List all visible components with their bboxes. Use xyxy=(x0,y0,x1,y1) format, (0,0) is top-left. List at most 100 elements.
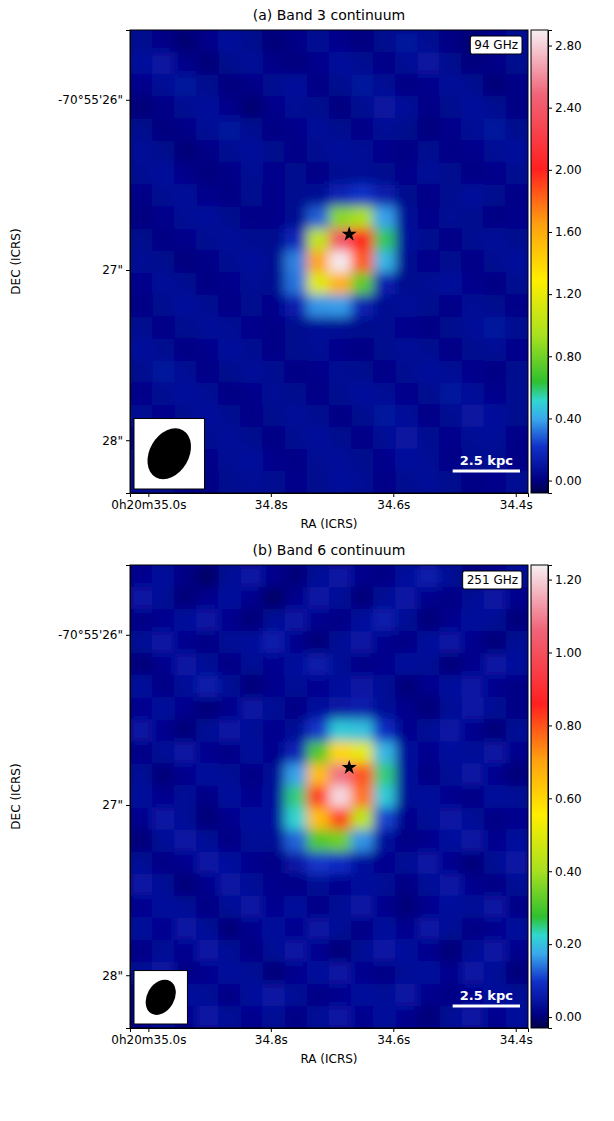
cell xyxy=(373,184,396,207)
cell xyxy=(373,852,396,875)
cell xyxy=(462,763,485,786)
cell xyxy=(462,74,485,97)
cell xyxy=(218,763,241,786)
cell xyxy=(440,295,463,318)
cell xyxy=(395,52,418,75)
cell xyxy=(462,918,485,941)
cell xyxy=(395,653,418,676)
cell xyxy=(484,697,507,720)
cell xyxy=(506,631,528,654)
cell xyxy=(506,852,528,875)
cell xyxy=(152,565,175,588)
cell xyxy=(263,741,286,764)
cell xyxy=(395,361,418,384)
cell xyxy=(196,719,219,742)
cell xyxy=(196,273,219,296)
tick-mark xyxy=(548,481,552,482)
tick-label: 2.80 xyxy=(555,39,582,53)
cell xyxy=(218,984,241,1007)
axis-line xyxy=(549,31,553,494)
cell xyxy=(329,1006,352,1028)
cell xyxy=(130,295,153,318)
cell xyxy=(484,830,507,853)
cell xyxy=(506,383,528,406)
tick-mark xyxy=(271,1028,272,1032)
cell xyxy=(373,74,396,97)
cell xyxy=(484,808,507,831)
cell xyxy=(329,383,352,406)
cell xyxy=(307,631,330,654)
cell xyxy=(218,250,241,273)
cell xyxy=(417,609,440,632)
cell xyxy=(263,30,286,53)
panel: 2.5 kpc94 GHz0h20m35.0s34.8s34.6s34.4s-7… xyxy=(9,0,582,533)
cell xyxy=(241,52,264,75)
image xyxy=(130,30,528,493)
cell xyxy=(130,206,153,229)
cell xyxy=(395,697,418,720)
cell xyxy=(329,317,352,340)
cell xyxy=(351,295,374,318)
cell xyxy=(196,162,219,185)
cell xyxy=(152,741,175,764)
cell xyxy=(285,587,308,610)
cell xyxy=(417,1006,440,1028)
cell xyxy=(440,184,463,207)
frequency-label: 251 GHz xyxy=(467,573,518,587)
cell xyxy=(130,118,153,141)
tick: 27" xyxy=(102,798,130,812)
cell xyxy=(329,427,352,450)
cell xyxy=(218,317,241,340)
cell xyxy=(440,118,463,141)
cell xyxy=(196,96,219,119)
tick-label: 34.4s xyxy=(500,498,533,512)
cell xyxy=(263,719,286,742)
cell xyxy=(395,471,418,493)
cell xyxy=(130,74,153,97)
cell xyxy=(174,295,197,318)
cell xyxy=(417,228,440,251)
cell xyxy=(307,339,330,362)
cell xyxy=(218,383,241,406)
cell xyxy=(196,228,219,251)
cell xyxy=(506,653,528,676)
cell xyxy=(417,808,440,831)
panel: 2.5 kpc251 GHz0h20m35.0s34.8s34.6s34.4s-… xyxy=(9,525,582,1068)
cell xyxy=(440,427,463,450)
cell xyxy=(417,250,440,273)
cell xyxy=(417,653,440,676)
cell xyxy=(417,405,440,428)
cell xyxy=(241,565,264,588)
cell xyxy=(307,940,330,963)
cell xyxy=(218,741,241,764)
cell xyxy=(307,1006,330,1028)
cell xyxy=(506,339,528,362)
cell xyxy=(241,273,264,296)
cell xyxy=(218,52,241,75)
cell xyxy=(285,565,308,588)
cell xyxy=(130,940,153,963)
cell xyxy=(130,317,153,340)
cell xyxy=(462,741,485,764)
cell xyxy=(440,852,463,875)
cell xyxy=(373,361,396,384)
cell xyxy=(373,719,396,742)
tick-label: 28" xyxy=(102,969,123,983)
axis-line xyxy=(131,494,529,498)
cell xyxy=(395,206,418,229)
cell xyxy=(130,383,153,406)
cell xyxy=(417,96,440,119)
cell xyxy=(263,763,286,786)
cell xyxy=(506,675,528,698)
cell xyxy=(218,405,241,428)
cell xyxy=(506,830,528,853)
cell xyxy=(373,785,396,808)
cell xyxy=(263,631,286,654)
cell xyxy=(351,339,374,362)
cell xyxy=(462,609,485,632)
cell xyxy=(329,830,352,853)
tick: 34.4s xyxy=(500,1028,533,1047)
cell xyxy=(196,317,219,340)
cell xyxy=(329,631,352,654)
cell xyxy=(329,741,352,764)
